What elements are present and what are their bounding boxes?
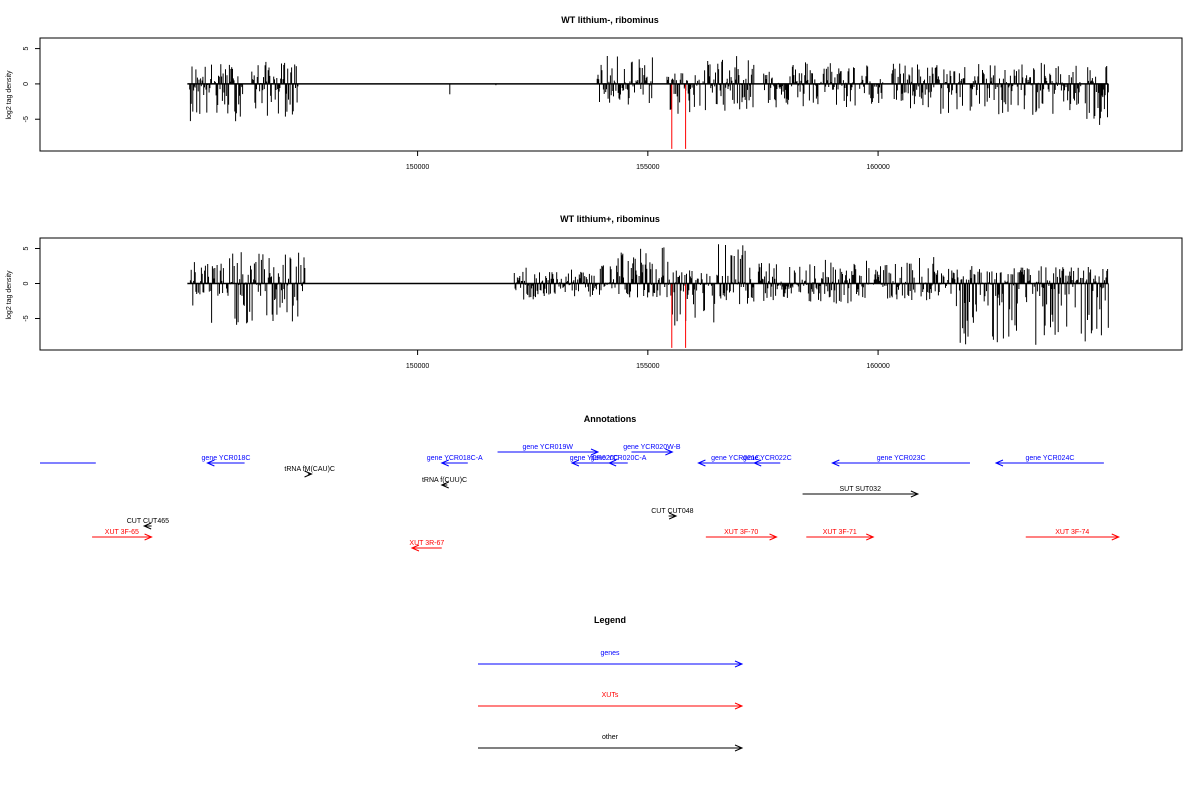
- feature-label: gene YCR023C: [877, 455, 926, 462]
- feature-xut-3f-70: XUT 3F-70: [705, 529, 778, 541]
- strand-arrowhead: [752, 459, 762, 467]
- strand-arrowhead: [607, 459, 617, 467]
- y-tick-label: 0: [23, 281, 30, 285]
- legend-title: Legend: [594, 615, 626, 625]
- legend-label: genes: [600, 650, 620, 657]
- feature-label: gene YCR021C: [711, 455, 760, 462]
- x-tick-label: 155000: [636, 164, 659, 171]
- x-tick-label: 160000: [866, 363, 889, 370]
- feature-label: gene YCR018C: [202, 455, 251, 462]
- bar-group: [187, 244, 1109, 348]
- y-tick-label: -5: [23, 116, 30, 122]
- feature-label: XUT 3R-67: [409, 540, 444, 547]
- legend-arrowhead: [734, 744, 744, 752]
- y-axis-label: log2 tag density: [6, 270, 13, 320]
- y-tick-label: 5: [23, 47, 30, 51]
- strand-arrowhead: [590, 448, 600, 456]
- legend-items: genes XUTs other: [478, 650, 744, 752]
- strand-arrowhead: [440, 459, 449, 467]
- legend-item-other: other: [478, 734, 744, 752]
- strand-arrowhead: [144, 533, 153, 541]
- feature-label: SUT SUT032: [839, 486, 881, 493]
- feature-gene-ycr018c: gene YCR018C: [202, 455, 251, 467]
- feature-label: gene YCR020W-B: [623, 444, 681, 451]
- feature-gene-ycr018c-a: gene YCR018C-A: [427, 455, 483, 467]
- legend-label: XUTs: [602, 692, 619, 699]
- feature-group: gene YCR018C tRNA fM(CAU)C gene YCR018C-A t…: [40, 444, 1121, 552]
- strand-arrowhead: [831, 459, 840, 467]
- feature-label: gene YCR020C: [570, 455, 619, 462]
- feature-xut-3f-74: XUT 3F-74: [1025, 529, 1121, 541]
- panel-title: WT lithium-, ribominus: [561, 15, 659, 25]
- feature-trna-f-cuu-c: tRNA f(CUU)C: [422, 477, 467, 489]
- feature-label: XUT 3F-65: [105, 529, 139, 536]
- feature-xut-3r-67: XUT 3R-67: [409, 540, 444, 552]
- feature-label: CUT CUT048: [651, 508, 693, 515]
- feature-label: gene YCR020C-A: [590, 455, 646, 462]
- strand-arrowhead: [1111, 533, 1121, 541]
- strand-arrowhead: [697, 459, 706, 467]
- strand-arrowhead: [570, 459, 580, 467]
- x-tick-label: 160000: [866, 164, 889, 171]
- y-tick-label: 5: [23, 246, 30, 250]
- bar-group: [187, 56, 1109, 149]
- legend: Legend genes XUTs other: [478, 615, 744, 752]
- strand-arrowhead: [142, 522, 152, 530]
- feature-xut-3f-71: XUT 3F-71: [806, 529, 875, 541]
- annotations-title: Annotations: [584, 414, 637, 424]
- strand-arrowhead: [410, 544, 420, 552]
- plot-frame: [39, 37, 1183, 152]
- strand-arrowhead: [304, 470, 313, 478]
- axis-group: 150000 155000 160000 5 0 -5: [23, 246, 890, 370]
- panel-wt-lithium-plus: WT lithium+, ribominus log2 tag density …: [6, 214, 1183, 370]
- strand-arrowhead: [440, 481, 449, 489]
- x-tick-label: 150000: [406, 164, 429, 171]
- feature-label: tRNA f(CUU)C: [422, 477, 467, 484]
- feature-label: tRNA fM(CAU)C: [284, 466, 335, 473]
- y-tick-label: -5: [23, 315, 30, 321]
- legend-arrowhead: [734, 660, 744, 668]
- feature-gene-ycr024c: gene YCR024C: [994, 455, 1104, 467]
- x-tick-label: 155000: [636, 363, 659, 370]
- feature-cut-cut048: CUT CUT048: [651, 508, 694, 520]
- y-axis-label: log2 tag density: [6, 70, 13, 120]
- strand-arrowhead: [866, 533, 875, 541]
- axis-group: 150000 155000 160000 5 0 -5: [23, 47, 890, 171]
- feature-label: XUT 3F-74: [1055, 529, 1089, 536]
- plot-frame: [39, 237, 1183, 351]
- feature-trna-fm-cau-c: tRNA fM(CAU)C: [284, 466, 335, 478]
- legend-label: other: [602, 734, 619, 741]
- strand-arrowhead: [769, 533, 778, 541]
- feature-label: XUT 3F-71: [823, 529, 857, 536]
- feature-gene-ycr020c-a: gene YCR020C-A: [590, 455, 647, 467]
- x-tick-label: 150000: [406, 363, 429, 370]
- y-tick-label: 0: [23, 82, 30, 86]
- panel-title: WT lithium+, ribominus: [560, 214, 660, 224]
- feature-sut-sut032: SUT SUT032: [802, 486, 920, 498]
- feature-label: gene YCR024C: [1025, 455, 1074, 462]
- feature-xut-3f-65: XUT 3F-65: [92, 529, 153, 541]
- legend-item-genes: genes: [478, 650, 744, 668]
- feature-label: gene YCR018C-A: [427, 455, 483, 462]
- feature-cut-cut465: CUT CUT465: [127, 518, 169, 530]
- feature-label: XUT 3F-70: [724, 529, 758, 536]
- legend-arrowhead: [734, 702, 744, 710]
- feature-label: gene YCR019W: [523, 444, 574, 451]
- strand-arrowhead: [665, 448, 674, 456]
- feature-gene-ycr022c: gene YCR022C: [743, 455, 792, 467]
- feature-label: gene YCR022C: [743, 455, 792, 462]
- feature-gene-ycr020w-b: gene YCR020W-B: [623, 444, 681, 456]
- feature-gene-ycr023c: gene YCR023C: [831, 455, 970, 467]
- strand-arrowhead: [206, 459, 215, 467]
- strand-arrowhead: [910, 490, 920, 498]
- panel-wt-lithium-minus: WT lithium-, ribominus log2 tag density …: [6, 15, 1183, 171]
- strand-arrowhead: [668, 512, 678, 520]
- feature-label: CUT CUT465: [127, 518, 169, 525]
- legend-item-xuts: XUTs: [478, 692, 744, 710]
- feature-gene-ycr019w: gene YCR019W: [497, 444, 600, 456]
- strand-arrowhead: [994, 459, 1004, 467]
